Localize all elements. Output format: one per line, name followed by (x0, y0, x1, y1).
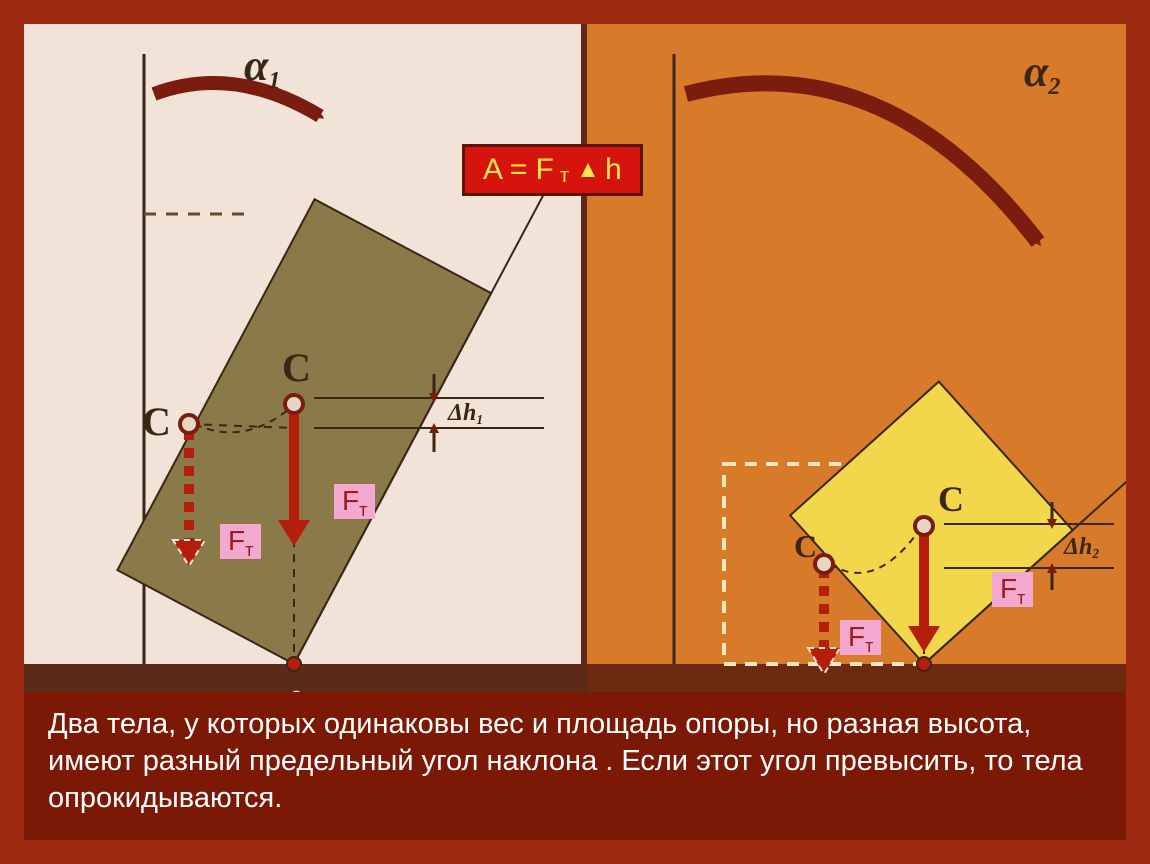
label-C_right_tilt: C (938, 478, 964, 520)
slide-root: A = Fт h α1α2CCCCΔh1Δh200 FтFтFтFт Два т… (0, 0, 1150, 864)
diagram-area: A = Fт h α1α2CCCCΔh1Δh200 FтFтFтFт (24, 24, 1126, 724)
formula-box: A = F т h (462, 144, 643, 196)
force-badge-Ft_left_solid: Fт (334, 484, 375, 519)
formula-lhs: A = F (483, 153, 554, 187)
label-alpha2: α2 (1024, 46, 1060, 97)
formula-sub: т (560, 165, 569, 188)
label-C_left_tilt: C (282, 344, 311, 391)
force-badge-Ft_left_dashed: Fт (220, 524, 261, 559)
force-badge-Ft_right_dashed: Fт (840, 620, 881, 655)
force-badge-Ft_right_solid: Fт (992, 572, 1033, 607)
physics-diagram (24, 24, 1126, 724)
label-dh2: Δh2 (1064, 534, 1099, 561)
caption-text: Два тела, у которых одинаковы вес и площ… (24, 692, 1126, 840)
label-alpha1: α1 (244, 40, 280, 91)
formula-rhs: h (605, 153, 622, 187)
label-C_left_rest: C (142, 398, 171, 445)
label-dh1: Δh1 (448, 400, 483, 427)
label-C_right_rest: C (794, 528, 817, 565)
delta-triangle-icon (581, 163, 595, 177)
